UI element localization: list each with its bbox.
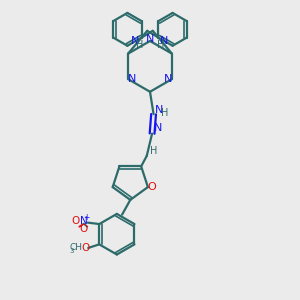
Text: N: N: [146, 34, 154, 44]
Text: O: O: [81, 243, 89, 253]
Text: N: N: [160, 36, 169, 46]
Text: CH: CH: [70, 243, 83, 252]
Text: +: +: [83, 213, 90, 222]
Text: O: O: [80, 224, 88, 234]
Text: N: N: [131, 36, 140, 46]
Text: N: N: [164, 74, 172, 84]
Text: O: O: [148, 182, 157, 192]
Text: H: H: [157, 40, 164, 50]
Text: H: H: [136, 40, 143, 50]
Text: N: N: [154, 123, 162, 133]
Text: N: N: [155, 105, 164, 115]
Text: 3: 3: [69, 248, 74, 254]
Text: H: H: [150, 146, 157, 157]
Text: N: N: [80, 216, 88, 226]
Text: H: H: [161, 108, 169, 118]
Text: N: N: [128, 74, 136, 84]
Text: O: O: [71, 216, 80, 226]
